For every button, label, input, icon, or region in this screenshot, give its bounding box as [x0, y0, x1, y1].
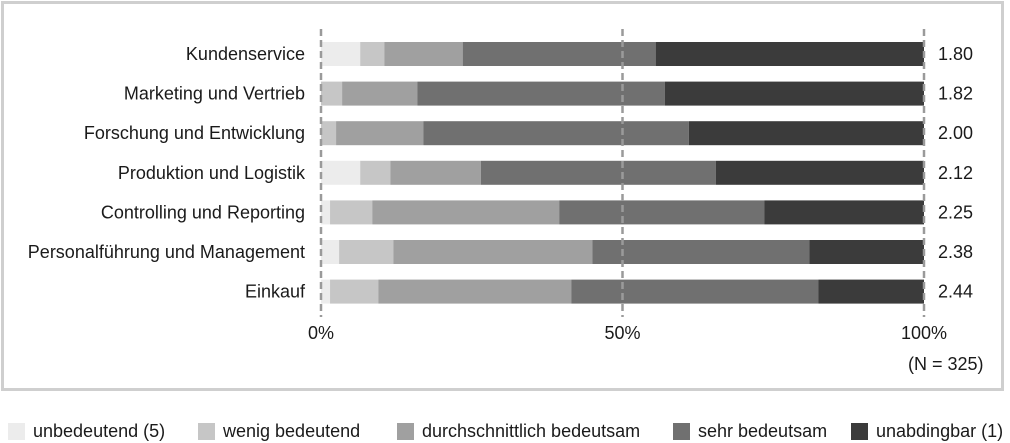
bar-segment: [559, 200, 765, 225]
legend-swatch: [198, 423, 215, 440]
bar-segment: [360, 42, 385, 66]
bar-segment: [818, 279, 924, 304]
category-label: Marketing und Vertrieb: [124, 84, 305, 104]
legend-swatch: [673, 423, 690, 440]
legend-item: unabdingbar (1): [851, 421, 1003, 442]
category-label: Forschung und Entwicklung: [84, 123, 305, 143]
bar-segment: [321, 160, 361, 185]
legend-item: wenig bedeutend: [198, 421, 360, 442]
legend-item: unbedeutend (5): [8, 421, 165, 442]
bar-segment: [321, 200, 331, 225]
legend-label: sehr bedeutsam: [698, 421, 828, 441]
bar-segment: [321, 42, 361, 66]
bar-segment: [330, 200, 373, 225]
legend-item: sehr bedeutsam: [673, 421, 827, 442]
bar-segment: [321, 279, 331, 304]
bar-segment: [390, 160, 481, 185]
bar-segment: [360, 160, 391, 185]
bar-segment: [571, 279, 819, 304]
bar-segment: [664, 81, 924, 106]
bar-segment: [321, 81, 343, 106]
category-label: Produktion und Logistik: [118, 163, 306, 183]
category-labels: Kundenservice Marketing und Vertrieb Forsc…: [28, 44, 306, 302]
bar-segment: [715, 160, 924, 185]
bar-segment: [336, 121, 424, 146]
legend-swatch: [851, 423, 868, 440]
bar-segment: [378, 279, 572, 304]
bar-segment: [339, 240, 394, 264]
legend-swatch: [8, 423, 25, 440]
category-label: Personalführung und Management: [28, 242, 305, 262]
stacked-bar-chart: Kundenservice Marketing und Vertrieb Forsc…: [28, 29, 973, 343]
legend-label: durchschnittlich bedeutsam: [422, 421, 641, 441]
gridlines: [319, 29, 926, 317]
bar-segment: [592, 240, 810, 264]
bar-segment: [462, 42, 656, 66]
bar-segment: [330, 279, 379, 304]
bar-segment: [764, 200, 924, 225]
legend-item: durchschnittlich bedeutsam: [397, 421, 640, 442]
mean-value-label: 2.44: [938, 282, 973, 302]
x-tick-label: 100%: [901, 323, 947, 343]
legend: unbedeutend (5) wenig bedeutend durchschni…: [0, 418, 1010, 443]
mean-value-label: 1.80: [938, 44, 973, 64]
sample-size-note: (N = 325): [908, 354, 984, 374]
category-label: Kundenservice: [186, 44, 305, 64]
bar-segment: [321, 121, 337, 146]
chart-frame: Kundenservice Marketing und Vertrieb Forsc…: [1, 1, 1004, 391]
legend-label: wenig bedeutend: [223, 421, 361, 441]
bar-segment: [655, 42, 924, 66]
legend-swatch: [397, 423, 414, 440]
bar-segment: [417, 81, 665, 106]
bar-segment: [384, 42, 463, 66]
bar-segment: [688, 121, 924, 146]
mean-value-label: 2.12: [938, 163, 973, 183]
bar-segment: [321, 240, 340, 264]
mean-value-label: 1.82: [938, 84, 973, 104]
mean-values: 1.80 1.82 2.00 2.12 2.25 2.38 2.44: [938, 44, 973, 302]
mean-value-label: 2.38: [938, 242, 973, 262]
mean-value-label: 2.00: [938, 123, 973, 143]
legend-label: unabdingbar (1): [876, 421, 1004, 441]
x-tick-label: 0%: [308, 323, 334, 343]
x-tick-label: 50%: [604, 323, 640, 343]
bar-segment: [423, 121, 689, 146]
mean-value-label: 2.25: [938, 202, 973, 222]
bar-segment: [342, 81, 418, 106]
legend-label: unbedeutend (5): [33, 421, 166, 441]
x-axis-ticks: 0% 50% 100%: [308, 323, 947, 343]
bar-segment: [372, 200, 560, 225]
category-label: Controlling und Reporting: [101, 202, 305, 222]
bar-segment: [809, 240, 924, 264]
bar-segment: [480, 160, 716, 185]
category-label: Einkauf: [245, 282, 306, 302]
bar-segment: [393, 240, 593, 264]
